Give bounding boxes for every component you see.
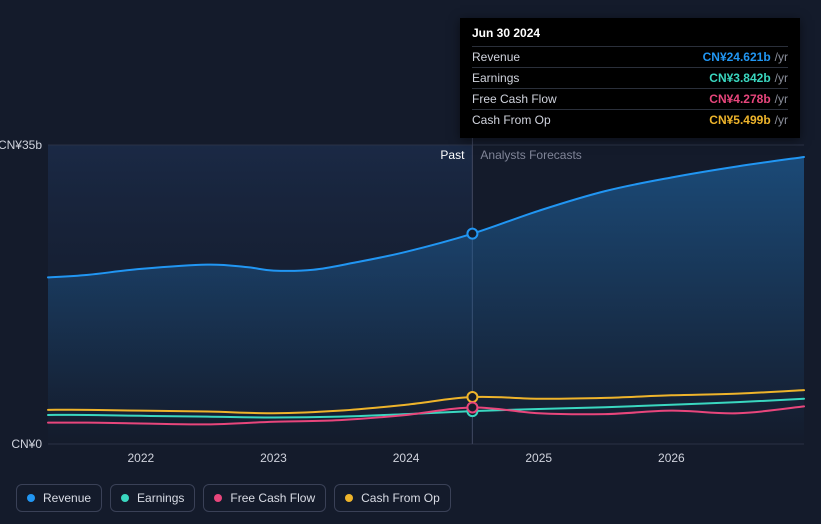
chart-tooltip: Jun 30 2024 RevenueCN¥24.621b/yrEarnings…	[460, 18, 800, 138]
legend-item-cash_from_op[interactable]: Cash From Op	[334, 484, 451, 512]
legend-item-earnings[interactable]: Earnings	[110, 484, 195, 512]
tooltip-row-label: Earnings	[472, 71, 519, 85]
x-axis-label: 2022	[127, 451, 154, 465]
tooltip-row-value-wrap: CN¥5.499b/yr	[709, 113, 788, 127]
x-axis-label: 2026	[658, 451, 685, 465]
legend-dot-icon	[214, 494, 222, 502]
x-axis-label: 2023	[260, 451, 287, 465]
tooltip-row-label: Revenue	[472, 50, 520, 64]
legend-item-revenue[interactable]: Revenue	[16, 484, 102, 512]
tooltip-row-value: CN¥5.499b	[709, 113, 770, 127]
tooltip-row-earnings: Earnings CN¥3.842b/yr	[472, 67, 788, 88]
tooltip-row-value-wrap: CN¥3.842b/yr	[709, 71, 788, 85]
y-axis-label: CN¥35b	[0, 138, 42, 152]
marker-revenue	[467, 229, 477, 239]
financial-forecast-chart: CN¥0 CN¥35b Past Analysts Forecasts 2022 2023…	[0, 0, 821, 524]
tooltip-row-unit: /yr	[775, 50, 788, 64]
tooltip-row-unit: /yr	[775, 71, 788, 85]
legend-item-label: Cash From Op	[361, 491, 440, 505]
chart-legend: Revenue Earnings Free Cash Flow Cash From O…	[16, 484, 451, 512]
tooltip-row-value: CN¥3.842b	[709, 71, 770, 85]
legend-item-label: Revenue	[43, 491, 91, 505]
tooltip-row-fcf: Free Cash Flow CN¥4.278b/yr	[472, 88, 788, 109]
tooltip-row-label: Cash From Op	[472, 113, 551, 127]
legend-item-fcf[interactable]: Free Cash Flow	[203, 484, 326, 512]
legend-item-label: Free Cash Flow	[230, 491, 315, 505]
tooltip-row-value: CN¥24.621b	[703, 50, 771, 64]
tooltip-row-unit: /yr	[775, 113, 788, 127]
tooltip-row-cash_from_op: Cash From Op CN¥5.499b/yr	[472, 109, 788, 130]
legend-dot-icon	[27, 494, 35, 502]
tooltip-row-revenue: Revenue CN¥24.621b/yr	[472, 46, 788, 67]
x-axis-label: 2025	[525, 451, 552, 465]
forecast-label: Analysts Forecasts	[480, 148, 581, 162]
tooltip-row-unit: /yr	[775, 92, 788, 106]
tooltip-row-label: Free Cash Flow	[472, 92, 557, 106]
tooltip-row-value-wrap: CN¥24.621b/yr	[703, 50, 788, 64]
marker-fcf	[467, 402, 477, 412]
tooltip-date: Jun 30 2024	[472, 26, 788, 40]
tooltip-row-value-wrap: CN¥4.278b/yr	[709, 92, 788, 106]
legend-item-label: Earnings	[137, 491, 184, 505]
legend-dot-icon	[345, 494, 353, 502]
past-label: Past	[440, 148, 465, 162]
legend-dot-icon	[121, 494, 129, 502]
tooltip-row-value: CN¥4.278b	[709, 92, 770, 106]
x-axis-label: 2024	[393, 451, 420, 465]
marker-cash_from_op	[467, 392, 477, 402]
y-axis-label: CN¥0	[11, 437, 42, 451]
